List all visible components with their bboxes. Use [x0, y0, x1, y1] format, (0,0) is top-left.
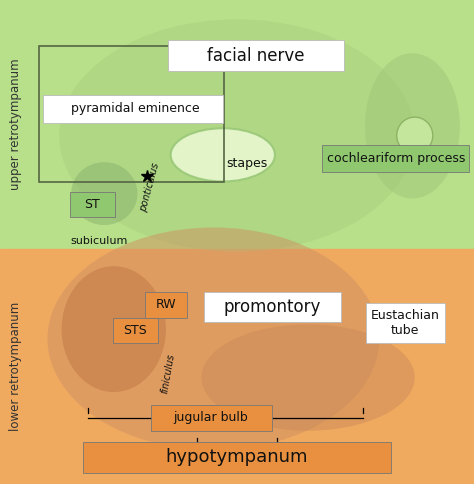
Ellipse shape: [171, 128, 275, 182]
FancyBboxPatch shape: [83, 442, 391, 473]
Text: stapes: stapes: [226, 157, 267, 170]
Text: subiculum: subiculum: [71, 236, 128, 246]
Text: ST: ST: [84, 198, 100, 211]
Text: Eustachian
tube: Eustachian tube: [371, 309, 440, 337]
Text: facial nerve: facial nerve: [207, 46, 305, 65]
Bar: [39, 46, 224, 182]
FancyBboxPatch shape: [43, 95, 223, 123]
FancyBboxPatch shape: [366, 303, 445, 343]
Text: promontory: promontory: [224, 298, 321, 317]
Text: pyramidal eminence: pyramidal eminence: [71, 103, 200, 115]
Text: RW: RW: [155, 299, 176, 311]
FancyBboxPatch shape: [70, 192, 115, 217]
FancyBboxPatch shape: [168, 40, 344, 71]
Ellipse shape: [47, 227, 379, 450]
FancyBboxPatch shape: [113, 318, 158, 343]
Text: ponticulus: ponticulus: [138, 162, 161, 213]
Text: cochleariform process: cochleariform process: [327, 152, 465, 165]
Text: hypotympanum: hypotympanum: [166, 448, 308, 467]
Text: lower retrotympanum: lower retrotympanum: [9, 302, 22, 431]
Ellipse shape: [71, 162, 137, 225]
FancyBboxPatch shape: [204, 292, 341, 322]
Ellipse shape: [59, 19, 415, 252]
Ellipse shape: [62, 266, 166, 392]
FancyBboxPatch shape: [151, 405, 272, 431]
Text: upper retrotympanum: upper retrotympanum: [9, 59, 22, 190]
Text: jugular bulb: jugular bulb: [173, 411, 248, 424]
Circle shape: [397, 117, 433, 154]
Text: finiculus: finiculus: [160, 353, 177, 394]
Text: STS: STS: [123, 324, 147, 337]
Bar: [0, 0, 474, 249]
Bar: [0, 249, 474, 484]
FancyBboxPatch shape: [145, 292, 187, 318]
Ellipse shape: [365, 53, 460, 198]
Ellipse shape: [201, 324, 415, 431]
FancyBboxPatch shape: [322, 145, 469, 172]
